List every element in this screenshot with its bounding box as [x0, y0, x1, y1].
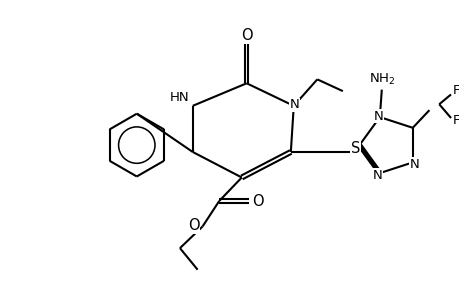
Text: F: F: [452, 84, 459, 97]
Text: F: F: [452, 114, 459, 128]
Text: N: N: [289, 98, 299, 111]
Text: O: O: [251, 194, 263, 208]
Text: HN: HN: [170, 91, 190, 103]
Text: S: S: [350, 140, 359, 155]
Text: NH$_2$: NH$_2$: [368, 72, 394, 87]
Text: N: N: [372, 169, 382, 182]
Text: N: N: [409, 158, 419, 171]
Text: N: N: [373, 110, 383, 123]
Text: O: O: [241, 28, 252, 43]
Text: O: O: [187, 218, 199, 233]
